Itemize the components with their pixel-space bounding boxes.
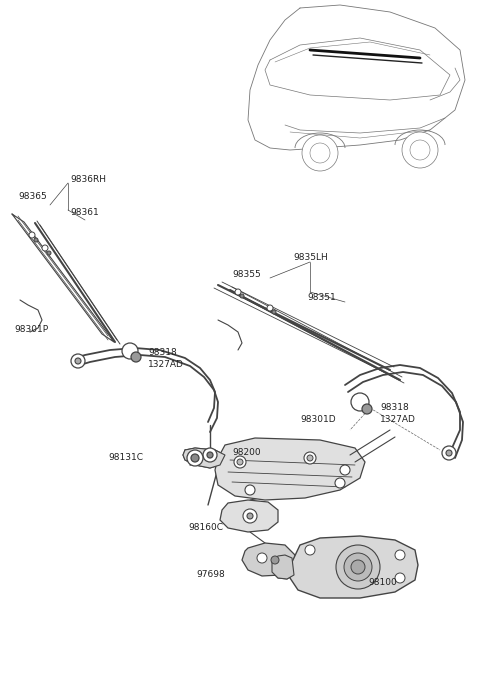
- Circle shape: [351, 560, 365, 574]
- Circle shape: [122, 343, 138, 359]
- Circle shape: [395, 573, 405, 583]
- Circle shape: [302, 135, 338, 171]
- Circle shape: [395, 550, 405, 560]
- Circle shape: [71, 354, 85, 368]
- Circle shape: [42, 245, 48, 251]
- Polygon shape: [290, 536, 418, 598]
- Circle shape: [362, 404, 372, 414]
- Text: 9836RH: 9836RH: [70, 175, 106, 184]
- Circle shape: [243, 509, 257, 523]
- Circle shape: [307, 455, 313, 461]
- Circle shape: [410, 140, 430, 160]
- Circle shape: [305, 545, 315, 555]
- Text: 1327AD: 1327AD: [380, 415, 416, 424]
- Circle shape: [257, 553, 267, 563]
- Circle shape: [351, 393, 369, 411]
- Circle shape: [234, 456, 246, 468]
- Text: 98351: 98351: [307, 293, 336, 302]
- Circle shape: [34, 238, 38, 242]
- Text: 1327AD: 1327AD: [148, 360, 184, 369]
- Text: 98131C: 98131C: [108, 453, 143, 462]
- Circle shape: [240, 294, 244, 298]
- Polygon shape: [215, 438, 365, 500]
- Text: 97698: 97698: [196, 570, 225, 579]
- Circle shape: [187, 450, 203, 466]
- Circle shape: [336, 545, 380, 589]
- Circle shape: [340, 465, 350, 475]
- Polygon shape: [272, 555, 294, 579]
- Text: 98301P: 98301P: [14, 325, 48, 334]
- Text: 98355: 98355: [232, 270, 261, 279]
- Text: 98365: 98365: [18, 192, 47, 201]
- Text: 98301D: 98301D: [300, 415, 336, 424]
- Circle shape: [304, 452, 316, 464]
- Circle shape: [271, 556, 279, 564]
- Polygon shape: [183, 448, 225, 468]
- Circle shape: [442, 446, 456, 460]
- Circle shape: [310, 143, 330, 163]
- Circle shape: [446, 450, 452, 456]
- Circle shape: [335, 478, 345, 488]
- Circle shape: [191, 454, 199, 462]
- Circle shape: [47, 251, 51, 255]
- Circle shape: [235, 289, 241, 295]
- Circle shape: [131, 352, 141, 362]
- Circle shape: [207, 452, 213, 458]
- Text: 98361: 98361: [70, 208, 99, 217]
- Text: 98100: 98100: [368, 578, 397, 587]
- Polygon shape: [220, 500, 278, 532]
- Circle shape: [344, 553, 372, 581]
- Circle shape: [272, 310, 276, 314]
- Text: 98160C: 98160C: [188, 523, 223, 532]
- Circle shape: [75, 358, 81, 364]
- Circle shape: [245, 485, 255, 495]
- Circle shape: [247, 513, 253, 519]
- Text: 98318: 98318: [380, 403, 409, 412]
- Polygon shape: [242, 543, 295, 576]
- Circle shape: [237, 459, 243, 465]
- Text: 9835LH: 9835LH: [293, 253, 328, 262]
- Text: 98200: 98200: [232, 448, 261, 457]
- Circle shape: [29, 232, 35, 238]
- Circle shape: [203, 448, 217, 462]
- Circle shape: [402, 132, 438, 168]
- Circle shape: [267, 305, 273, 311]
- Text: 98318: 98318: [148, 348, 177, 357]
